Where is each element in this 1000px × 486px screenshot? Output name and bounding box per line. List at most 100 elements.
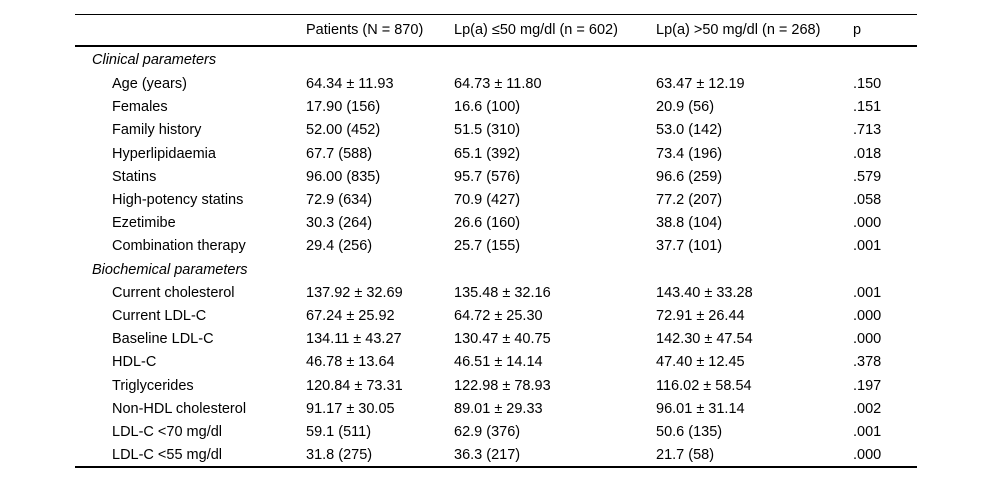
cell-value: 64.34 ± 11.93 bbox=[306, 76, 394, 93]
cell-value: 72.91 ± 26.44 bbox=[656, 307, 745, 324]
table-row: Family history 52.00 (452) 51.5 (310) 53.0 … bbox=[75, 119, 917, 142]
table-row: Age (years) 64.34 ± 11.93 64.73 ± 11.80 63.… bbox=[75, 73, 917, 96]
row-label: Current cholesterol bbox=[112, 284, 235, 301]
row-label: Triglycerides bbox=[112, 377, 194, 394]
cell-value: .000 bbox=[853, 446, 882, 463]
header-empty bbox=[75, 14, 306, 47]
cell-value: 36.3 (217) bbox=[454, 446, 521, 463]
cell-value: 59.1 (511) bbox=[306, 423, 372, 440]
cell-value: .002 bbox=[853, 400, 882, 417]
table-body: Clinical parameters Age (years) 64.34 ± 11… bbox=[75, 46, 917, 467]
cell-value: .058 bbox=[853, 192, 882, 209]
row-label: LDL-C <55 mg/dl bbox=[112, 446, 223, 463]
cell-value: .713 bbox=[853, 122, 882, 139]
section-row: Clinical parameters bbox=[75, 46, 917, 73]
table-row: Combination therapy 29.4 (256) 25.7 (155) 3… bbox=[75, 235, 917, 258]
cell-value: 65.1 (392) bbox=[454, 145, 521, 162]
cell-value: 53.0 (142) bbox=[656, 122, 723, 139]
clinical-table-container: Patients (N = 870) Lp(a) ≤50 mg/dl (n = … bbox=[75, 14, 917, 468]
cell-value: 50.6 (135) bbox=[656, 423, 723, 440]
row-label: Combination therapy bbox=[112, 238, 246, 255]
table-row: LDL-C <70 mg/dl 59.1 (511) 62.9 (376) 50.6 … bbox=[75, 420, 917, 443]
cell-value: 25.7 (155) bbox=[454, 238, 521, 255]
row-label: LDL-C <70 mg/dl bbox=[112, 423, 223, 440]
header-lpa-low: Lp(a) ≤50 mg/dl (n = 602) bbox=[454, 14, 656, 47]
cell-value: 137.92 ± 32.69 bbox=[306, 284, 403, 301]
table-row: Non-HDL cholesterol 91.17 ± 30.05 89.01 ± … bbox=[75, 397, 917, 420]
cell-value: 122.98 ± 78.93 bbox=[454, 377, 551, 394]
cell-value: 70.9 (427) bbox=[454, 192, 521, 209]
row-label: Baseline LDL-C bbox=[112, 331, 214, 348]
table-row: LDL-C <55 mg/dl 31.8 (275) 36.3 (217) 21.7 … bbox=[75, 444, 917, 467]
cell-value: 21.7 (58) bbox=[656, 446, 715, 463]
table-row: Baseline LDL-C 134.11 ± 43.27 130.47 ± 40.… bbox=[75, 328, 917, 351]
cell-value: 95.7 (576) bbox=[454, 168, 521, 185]
table-row: Females 17.90 (156) 16.6 (100) 20.9 (56) .15… bbox=[75, 96, 917, 119]
cell-value: 47.40 ± 12.45 bbox=[656, 354, 745, 371]
table-row: Current cholesterol 137.92 ± 32.69 135.48 … bbox=[75, 281, 917, 304]
cell-value: 31.8 (275) bbox=[306, 446, 373, 463]
cell-value: .151 bbox=[853, 99, 882, 116]
cell-value: .000 bbox=[853, 215, 882, 232]
row-label: High-potency statins bbox=[112, 192, 244, 209]
cell-value: .579 bbox=[853, 168, 882, 185]
table-row: HDL-C 46.78 ± 13.64 46.51 ± 14.14 47.40 ± 1… bbox=[75, 351, 917, 374]
cell-value: .000 bbox=[853, 331, 882, 348]
row-label: HDL-C bbox=[112, 354, 157, 371]
row-label: Ezetimibe bbox=[112, 215, 176, 232]
cell-value: 67.24 ± 25.92 bbox=[306, 307, 395, 324]
cell-value: 67.7 (588) bbox=[306, 145, 373, 162]
cell-value: 91.17 ± 30.05 bbox=[306, 400, 395, 417]
table-row: Current LDL-C 67.24 ± 25.92 64.72 ± 25.30 7… bbox=[75, 304, 917, 327]
cell-value: 73.4 (196) bbox=[656, 145, 723, 162]
row-label: Non-HDL cholesterol bbox=[112, 400, 247, 417]
table-header: Patients (N = 870) Lp(a) ≤50 mg/dl (n = … bbox=[75, 14, 917, 47]
cell-value: .001 bbox=[853, 284, 882, 301]
header-patients: Patients (N = 870) bbox=[306, 14, 454, 47]
cell-value: 29.4 (256) bbox=[306, 238, 373, 255]
cell-value: .197 bbox=[853, 377, 882, 394]
cell-value: 63.47 ± 12.19 bbox=[656, 76, 745, 93]
cell-value: 130.47 ± 40.75 bbox=[454, 331, 551, 348]
cell-value: 46.78 ± 13.64 bbox=[306, 354, 395, 371]
cell-value: .001 bbox=[853, 238, 882, 255]
cell-value: 96.00 (835) bbox=[306, 168, 381, 185]
cell-value: 89.01 ± 29.33 bbox=[454, 400, 543, 417]
cell-value: 77.2 (207) bbox=[656, 192, 723, 209]
cell-value: 30.3 (264) bbox=[306, 215, 373, 232]
cell-value: 142.30 ± 47.54 bbox=[656, 331, 753, 348]
cell-value: 64.73 ± 11.80 bbox=[454, 76, 542, 93]
cell-value: 52.00 (452) bbox=[306, 122, 381, 139]
cell-value: .000 bbox=[853, 307, 882, 324]
cell-value: 64.72 ± 25.30 bbox=[454, 307, 543, 324]
cell-value: .378 bbox=[853, 354, 882, 371]
table-row: Triglycerides 120.84 ± 73.31 122.98 ± 78.9… bbox=[75, 374, 917, 397]
row-label: Current LDL-C bbox=[112, 307, 207, 324]
section-title: Biochemical parameters bbox=[92, 261, 248, 278]
cell-value: .001 bbox=[853, 423, 882, 440]
cell-value: 116.02 ± 58.54 bbox=[656, 377, 752, 394]
cell-value: 20.9 (56) bbox=[656, 99, 715, 116]
cell-value: 17.90 (156) bbox=[306, 99, 381, 116]
cell-value: 38.8 (104) bbox=[656, 215, 723, 232]
cell-value: 96.01 ± 31.14 bbox=[656, 400, 745, 417]
cell-value: 96.6 (259) bbox=[656, 168, 723, 185]
header-lpa-high: Lp(a) >50 mg/dl (n = 268) bbox=[656, 14, 853, 47]
cell-value: 120.84 ± 73.31 bbox=[306, 377, 403, 394]
cell-value: 135.48 ± 32.16 bbox=[454, 284, 551, 301]
cell-value: 16.6 (100) bbox=[454, 99, 521, 116]
cell-value: 51.5 (310) bbox=[454, 122, 521, 139]
table-row: Hyperlipidaemia 67.7 (588) 65.1 (392) 73.4 … bbox=[75, 142, 917, 165]
table-row: High-potency statins 72.9 (634) 70.9 (427)… bbox=[75, 188, 917, 211]
cell-value: 72.9 (634) bbox=[306, 192, 373, 209]
row-label: Females bbox=[112, 99, 168, 116]
cell-value: 134.11 ± 43.27 bbox=[306, 331, 402, 348]
row-label: Statins bbox=[112, 168, 157, 185]
header-row: Patients (N = 870) Lp(a) ≤50 mg/dl (n = … bbox=[75, 14, 917, 47]
cell-value: 26.6 (160) bbox=[454, 215, 521, 232]
row-label: Age (years) bbox=[112, 76, 187, 93]
header-p-value: p bbox=[853, 14, 917, 47]
section-title: Clinical parameters bbox=[92, 51, 217, 68]
section-row: Biochemical parameters bbox=[75, 258, 917, 281]
cell-value: 143.40 ± 33.28 bbox=[656, 284, 753, 301]
